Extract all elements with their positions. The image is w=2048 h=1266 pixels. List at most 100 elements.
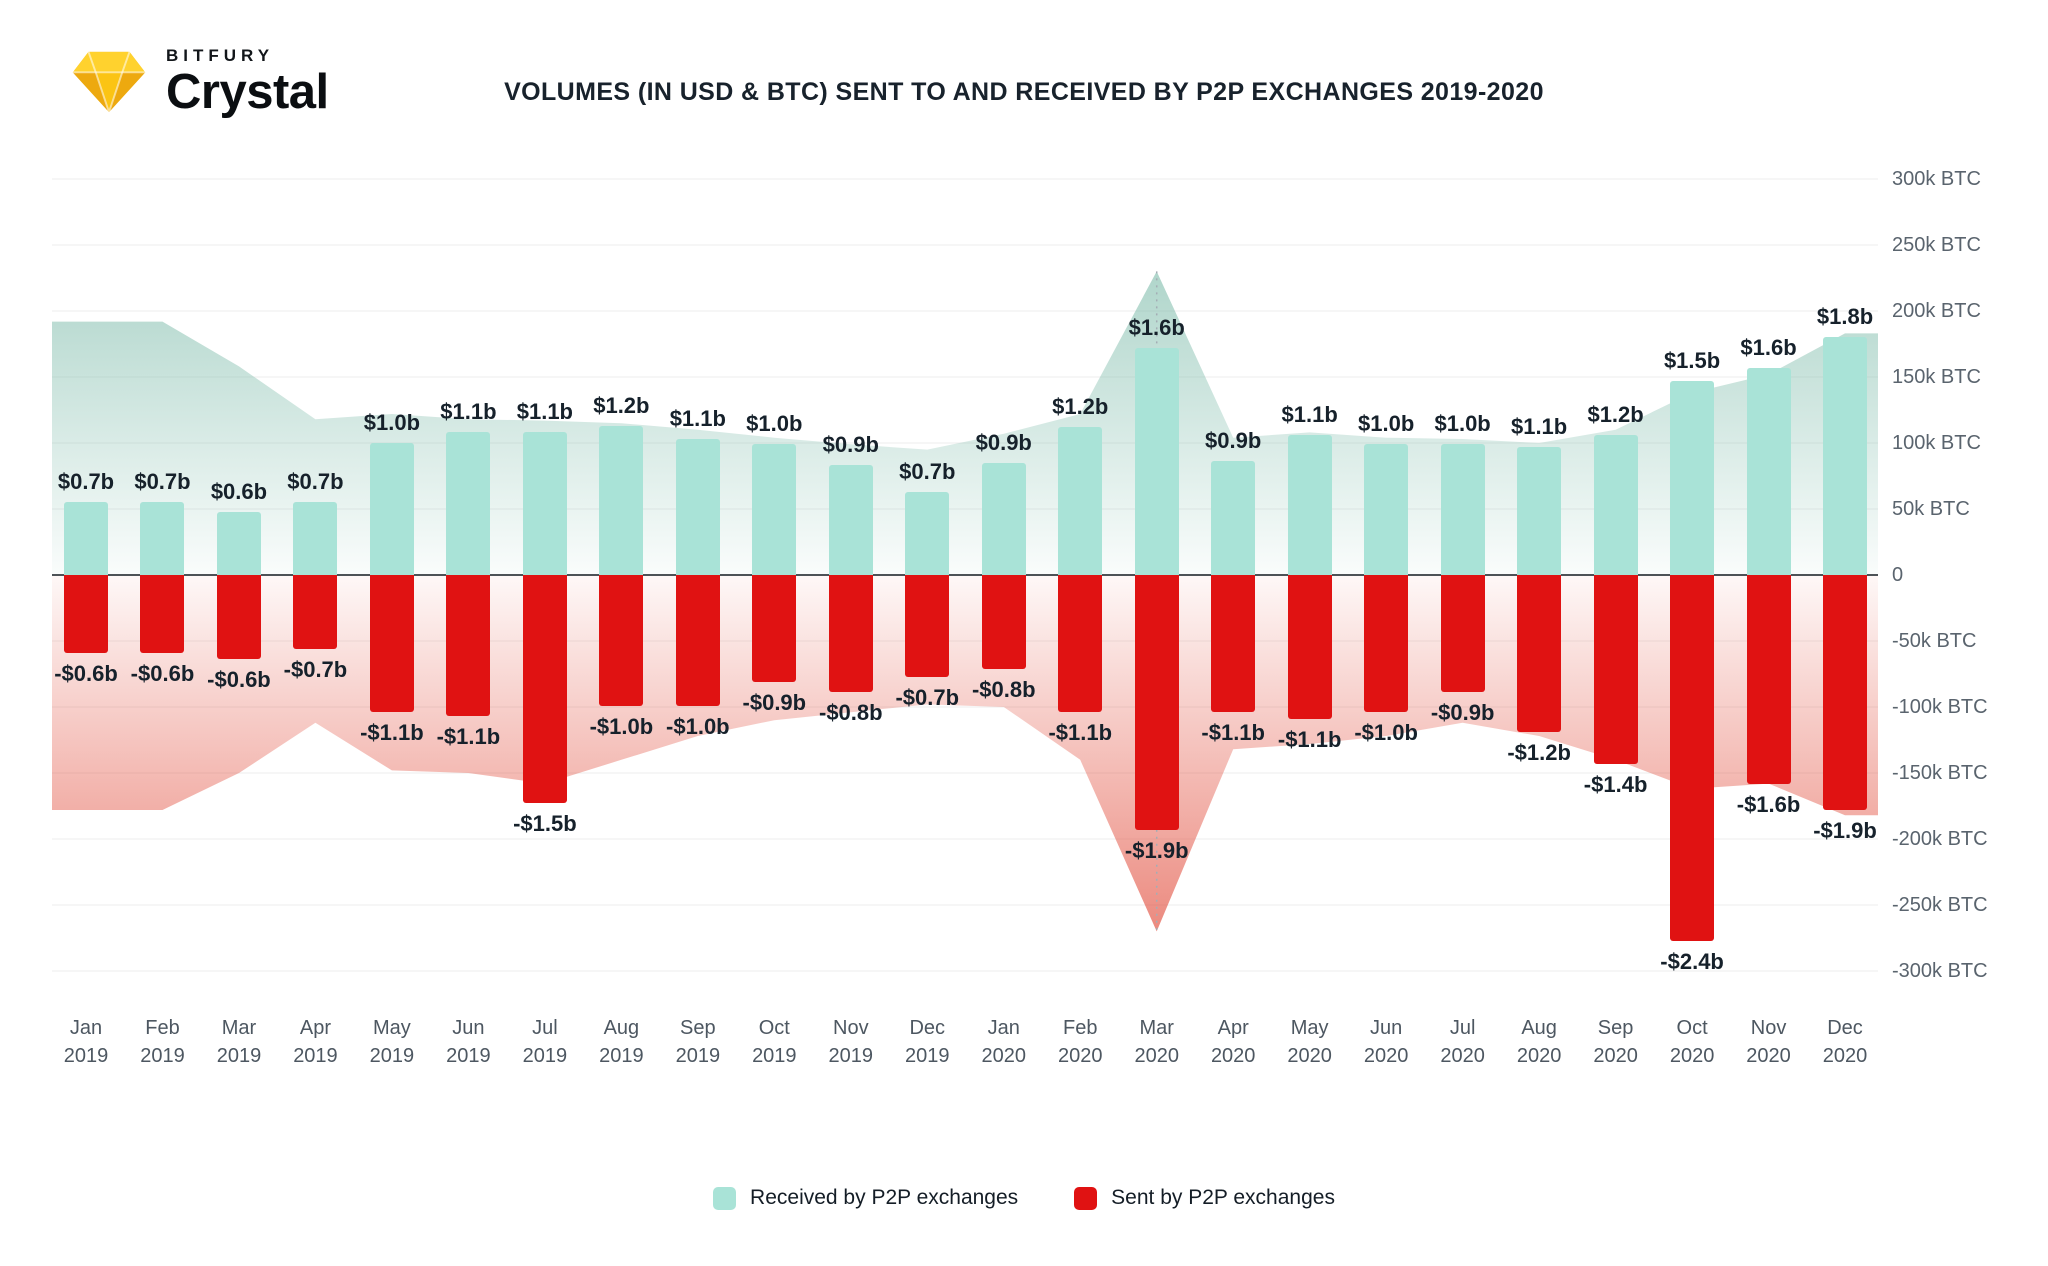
sent-bar-value-label: -$1.1b	[436, 724, 501, 750]
y-axis-tick-label: -100k BTC	[1892, 696, 1988, 718]
received-bar-value-label: $1.0b	[1358, 411, 1415, 437]
received-bar	[1670, 380, 1715, 575]
x-axis-month: Oct	[758, 1017, 790, 1039]
x-axis-label: Jun 2019	[413, 1014, 523, 1070]
received-bar	[1517, 446, 1562, 575]
x-axis-label: Aug 2020	[1484, 1014, 1594, 1070]
sent-bar	[981, 575, 1026, 669]
sent-bar	[905, 575, 950, 677]
sent-bar	[1593, 575, 1638, 764]
received-bar-value-label: $1.0b	[1434, 411, 1491, 437]
x-axis-year: 2020	[981, 1045, 1027, 1067]
brand-crystal-label: Crystal	[166, 65, 329, 119]
sent-bar-value-label: -$1.0b	[1354, 720, 1418, 746]
y-axis-tick-label: 100k BTC	[1892, 432, 1981, 454]
received-bar	[446, 432, 491, 575]
received-bar	[1364, 444, 1409, 575]
received-bar	[1058, 427, 1103, 575]
x-axis-month: Sep	[680, 1017, 716, 1039]
x-axis-label: Feb 2019	[107, 1014, 217, 1070]
x-axis-month: Apr	[1217, 1017, 1249, 1039]
sent-bar-value-label: -$1.1b	[1201, 720, 1265, 746]
sent-bar-value-label: -$1.6b	[1736, 791, 1801, 817]
sent-bar-value-label: -$0.9b	[742, 689, 807, 715]
received-bar	[293, 502, 338, 575]
sent-bar	[828, 575, 873, 693]
x-axis-year: 2019	[369, 1045, 415, 1067]
x-axis-year: 2020	[1363, 1045, 1409, 1067]
x-axis-year: 2020	[1669, 1045, 1715, 1067]
x-axis-month: Jul	[1449, 1017, 1476, 1039]
y-axis-tick-label: 150k BTC	[1892, 366, 1981, 388]
x-axis-year: 2020	[1134, 1045, 1179, 1067]
x-axis-label: Jan 2020	[949, 1014, 1059, 1070]
legend: Received by P2P exchanges Sent by P2P ex…	[0, 1186, 2048, 1210]
sent-bar-value-label: -$1.4b	[1583, 771, 1648, 797]
x-axis-month: Mar	[1139, 1017, 1174, 1039]
received-bar-value-label: $1.6b	[1128, 314, 1185, 340]
legend-item-received: Received by P2P exchanges	[713, 1186, 1018, 1210]
x-axis-year: 2019	[675, 1045, 721, 1067]
sent-bar-value-label: -$0.7b	[283, 656, 348, 682]
sent-bar-value-label: -$0.8b	[819, 700, 883, 726]
received-btc-area	[52, 271, 1878, 575]
sent-bar	[1134, 575, 1179, 830]
x-axis-label: May 2020	[1255, 1014, 1365, 1070]
x-axis-label: Oct 2019	[719, 1014, 829, 1070]
x-axis-label: Jan 2019	[31, 1014, 141, 1070]
legend-label-sent: Sent by P2P exchanges	[1111, 1186, 1335, 1209]
x-axis-month: May	[1290, 1017, 1329, 1039]
x-axis-month: Sep	[1597, 1017, 1634, 1039]
sent-bar	[1517, 575, 1562, 733]
x-axis-label: May 2019	[337, 1014, 447, 1070]
received-bar-value-label: $1.1b	[1281, 402, 1338, 428]
sent-bar	[446, 575, 491, 717]
sent-bar-value-label: -$0.7b	[895, 684, 960, 710]
x-axis-year: 2020	[1593, 1045, 1638, 1067]
received-bar	[1593, 435, 1638, 575]
received-bar-value-label: $0.6b	[210, 478, 268, 504]
sent-bar-value-label: -$0.9b	[1430, 700, 1495, 726]
x-axis-label: Feb 2020	[1025, 1014, 1135, 1070]
x-axis-year: 2019	[905, 1045, 950, 1067]
x-axis-year: 2020	[1746, 1045, 1791, 1067]
x-axis-month: Jun	[452, 1017, 485, 1039]
x-axis-year: 2019	[63, 1045, 109, 1067]
x-axis-month: Aug	[1521, 1017, 1557, 1039]
sent-bar	[1670, 575, 1715, 941]
received-bar	[752, 444, 797, 575]
x-axis-year: 2019	[446, 1045, 491, 1067]
sent-bar-value-label: -$1.2b	[1507, 740, 1571, 766]
received-bar	[828, 465, 873, 575]
sent-bar	[675, 575, 720, 706]
received-bar	[140, 502, 185, 575]
x-axis-month: Nov	[833, 1017, 869, 1039]
sent-bar-value-label: -$1.1b	[1277, 726, 1342, 752]
y-axis-tick-label: 50k BTC	[1892, 498, 1970, 520]
x-axis-month: Aug	[603, 1017, 640, 1039]
sent-bar-value-label: -$0.6b	[130, 660, 195, 686]
x-axis-label: Aug 2019	[566, 1014, 676, 1070]
received-bar-value-label: $1.8b	[1816, 304, 1874, 330]
received-bar-value-label: $0.7b	[57, 469, 115, 495]
sent-bar-value-label: -$1.1b	[1048, 720, 1113, 746]
x-axis-month: Feb	[1063, 1017, 1098, 1039]
sent-bar-value-label: -$1.0b	[666, 713, 730, 739]
y-axis-tick-label: 200k BTC	[1892, 300, 1981, 322]
sent-bar	[1211, 575, 1256, 713]
brand-text: BITFURY Crystal	[166, 46, 329, 118]
sent-bar	[599, 575, 644, 706]
y-axis-tick-label: -250k BTC	[1892, 894, 1988, 916]
x-axis-year: 2020	[1516, 1045, 1562, 1067]
received-bar-value-label: $1.2b	[593, 392, 650, 418]
sent-bar	[522, 575, 567, 804]
received-bar-value-label: $1.0b	[746, 411, 803, 437]
x-axis-year: 2019	[293, 1045, 338, 1067]
received-bar	[216, 511, 261, 575]
received-bar	[675, 439, 720, 575]
crystal-gem-icon	[72, 51, 146, 116]
received-bar	[1134, 347, 1179, 575]
received-swatch-icon	[713, 1186, 737, 1210]
sent-bar-value-label: -$1.9b	[1124, 837, 1189, 863]
